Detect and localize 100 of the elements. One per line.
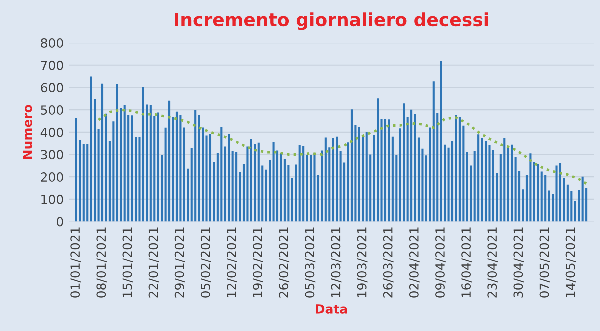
- x-tick-label: 26/03/2021: [383, 228, 394, 298]
- bar: [440, 61, 442, 222]
- x-tick-label: 19/02/2021: [253, 228, 264, 298]
- bar: [504, 138, 506, 222]
- x-tick-label: 12/03/2021: [331, 228, 342, 298]
- bar: [101, 84, 104, 222]
- x-tick-label: 05/02/2021: [200, 228, 212, 298]
- bar: [220, 127, 223, 222]
- x-tick-label: 15/01/2021: [122, 228, 134, 298]
- bar: [112, 122, 115, 222]
- y-tick-label: 100: [42, 194, 64, 204]
- bar: [258, 142, 260, 222]
- x-tick-label: 12/02/2021: [227, 228, 238, 298]
- bar: [559, 163, 562, 222]
- bar: [209, 134, 212, 222]
- bar: [324, 138, 327, 222]
- x-tick-label: 16/04/2021: [462, 228, 472, 298]
- bar: [392, 136, 394, 222]
- bar: [131, 116, 134, 222]
- bar: [511, 144, 514, 222]
- bar: [548, 190, 550, 222]
- bar: [157, 112, 160, 222]
- bar: [180, 115, 182, 222]
- bar: [366, 132, 368, 222]
- bar: [414, 114, 416, 222]
- y-tick-label: 400: [40, 128, 64, 138]
- x-tick-label: 30/04/2021: [514, 228, 524, 298]
- bar: [384, 118, 387, 222]
- x-tick-label: 07/05/2021: [540, 228, 550, 298]
- bar: [336, 136, 338, 222]
- bar: [246, 146, 249, 222]
- bar: [168, 100, 171, 222]
- y-tick-label: 600: [41, 83, 64, 93]
- bar: [332, 138, 334, 222]
- bar: [481, 138, 484, 222]
- bar: [578, 190, 580, 222]
- bar: [124, 105, 126, 222]
- bar: [295, 164, 298, 222]
- bar: [280, 152, 282, 222]
- bar: [150, 105, 152, 222]
- bar: [232, 151, 234, 222]
- bar: [410, 110, 413, 222]
- x-tick-label: 01/01/2021: [70, 228, 82, 298]
- bar: [340, 150, 342, 222]
- bar: [530, 154, 532, 222]
- bar: [298, 145, 301, 222]
- bar: [533, 162, 536, 222]
- bar: [198, 115, 200, 222]
- bar: [429, 128, 432, 222]
- line-series: [98, 108, 588, 186]
- x-tick-label: 09/04/2021: [436, 228, 446, 298]
- bar: [116, 84, 118, 222]
- y-tick-label: 300: [41, 150, 64, 160]
- bar: [272, 142, 275, 222]
- bar: [507, 146, 510, 222]
- y-tick-label: 700: [41, 60, 64, 70]
- bar: [455, 115, 458, 222]
- bar: [566, 184, 569, 222]
- bar: [90, 76, 92, 222]
- bar: [350, 110, 354, 222]
- bar: [540, 172, 543, 222]
- bar: [458, 116, 461, 222]
- x-tick-label: 14/05/2021: [566, 228, 576, 298]
- bar: [484, 141, 488, 222]
- bar: [537, 164, 540, 222]
- x-tick-label: 08/01/2021: [96, 228, 108, 298]
- bar: [86, 144, 89, 222]
- bar: [556, 166, 558, 222]
- y-tick-label: 800: [41, 38, 64, 48]
- bar: [269, 160, 272, 222]
- bar: [228, 134, 230, 222]
- bar: [514, 157, 517, 222]
- bar: [236, 152, 238, 222]
- bar: [75, 118, 78, 222]
- chart-title: Incremento giornaliero decessi: [175, 12, 488, 30]
- bar: [321, 150, 324, 222]
- bar: [544, 176, 547, 222]
- x-tick-label: 29/01/2021: [174, 228, 186, 298]
- y-axis-title: Numero: [23, 105, 32, 160]
- bar: [432, 82, 435, 222]
- bar: [582, 176, 584, 222]
- bar: [142, 87, 144, 222]
- bar: [377, 98, 380, 222]
- x-tick-label: 22/01/2021: [148, 228, 160, 298]
- bar: [306, 155, 308, 222]
- bar: [194, 110, 197, 222]
- x-tick-label: 02/04/2021: [409, 228, 420, 298]
- y-tick-label: 200: [41, 172, 64, 182]
- bar: [176, 112, 178, 222]
- x-tick-label: 23/04/2021: [488, 228, 498, 298]
- x-axis-title: Data: [316, 304, 348, 314]
- bar: [358, 127, 360, 222]
- bar: [183, 128, 186, 222]
- y-tick-label: 500: [41, 106, 64, 115]
- y-tick-label: 0: [57, 217, 64, 227]
- bar: [82, 144, 85, 222]
- bar: [478, 134, 480, 222]
- bar: [388, 120, 390, 222]
- bar: [488, 145, 491, 222]
- bar: [314, 153, 316, 222]
